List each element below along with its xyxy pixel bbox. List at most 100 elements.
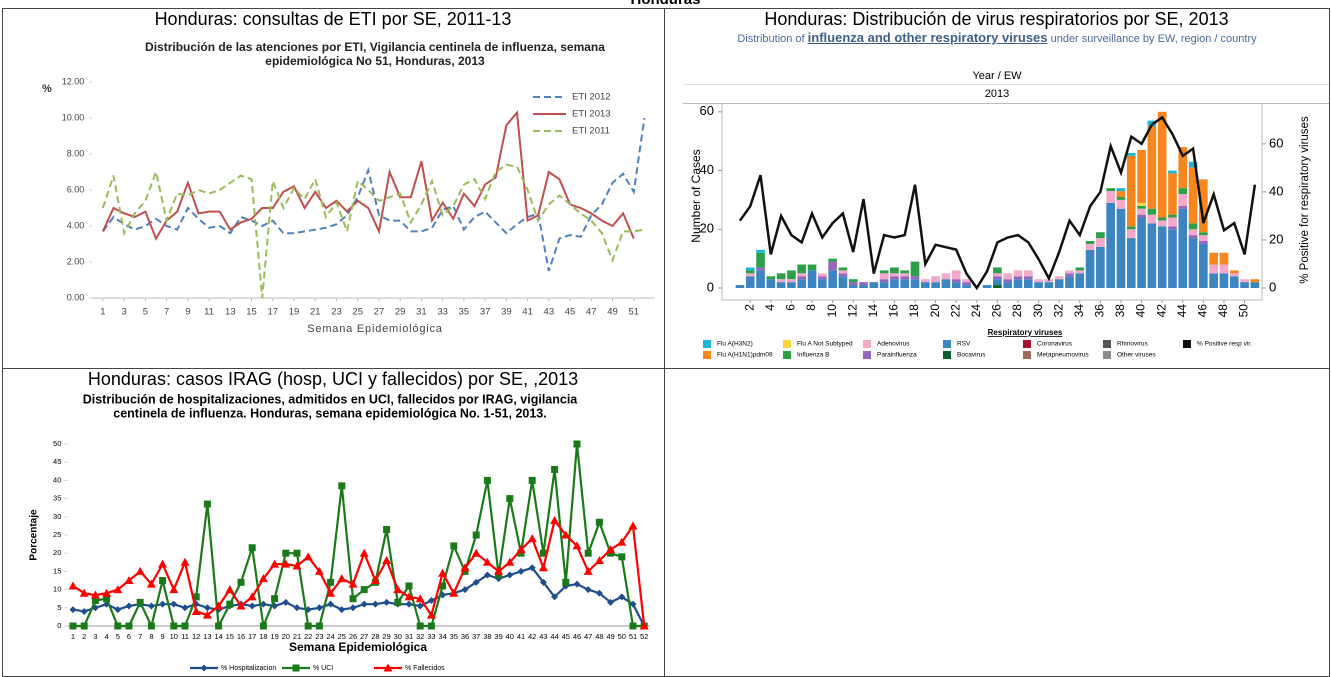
marker [528, 476, 536, 484]
x-tick-label: 14 [866, 304, 880, 318]
y-axis-label: % [42, 83, 52, 95]
bar [941, 273, 951, 280]
bar [797, 279, 807, 288]
bar [951, 282, 961, 288]
legend-label: % Positive resp vir. [1197, 341, 1252, 348]
marker [472, 531, 480, 539]
marker [439, 582, 447, 590]
legend-label: Bocavirus [957, 352, 986, 359]
marker [583, 566, 593, 575]
marker [102, 588, 112, 597]
bar [1054, 276, 1064, 280]
legend-label: Metapneumovirus [1037, 352, 1089, 359]
x-tick-label: 38 [1113, 304, 1127, 318]
bar [910, 261, 920, 277]
chart-title: epidemiológica No 51, Honduras, 2013 [265, 54, 485, 68]
x-tick-label: 8 [804, 304, 818, 311]
bar [745, 270, 755, 274]
x-tick-label: 6 [784, 304, 798, 311]
marker [136, 598, 144, 606]
legend-swatch [863, 340, 871, 348]
x-tick-label: 31 [405, 632, 413, 641]
bar [828, 258, 837, 262]
marker [594, 555, 604, 564]
y-tick-label: 8.00 [67, 148, 85, 158]
bar [890, 267, 899, 274]
marker [114, 606, 122, 614]
x-tick-label: 47 [584, 632, 592, 641]
bar [879, 282, 889, 288]
marker [517, 549, 525, 557]
x-tick-label: 44 [550, 632, 558, 641]
bar [1147, 223, 1157, 288]
bar [1188, 223, 1198, 230]
x-tick-label: 34 [1072, 304, 1086, 318]
bar [1168, 226, 1177, 230]
x-tick-label: 32 [1051, 304, 1065, 318]
bar [1126, 155, 1136, 227]
y-tick-label: 0 [57, 621, 61, 630]
year: 2013 [985, 88, 1009, 100]
marker [248, 602, 256, 610]
x-tick-label: 10 [825, 304, 839, 318]
x-tick-label: 36 [1093, 304, 1107, 318]
marker [483, 571, 491, 579]
x-tick-label: 2 [742, 304, 756, 311]
panel-header: Honduras: casos IRAG (hosp, UCI y fallec… [87, 369, 579, 389]
bar [1126, 229, 1136, 239]
x-tick-label: 42 [1154, 304, 1168, 318]
bar [1199, 179, 1208, 233]
x-tick-label: 28 [1010, 304, 1024, 318]
legend-label: Parainfluenza [877, 352, 917, 359]
marker [159, 577, 167, 584]
bar [756, 249, 765, 253]
marker [304, 622, 312, 630]
marker [573, 440, 581, 448]
x-tick-label: 17 [267, 307, 278, 318]
marker [416, 602, 424, 610]
marker [471, 548, 481, 557]
bar [1157, 217, 1167, 221]
bar [1034, 279, 1043, 283]
bar [1188, 161, 1198, 168]
bar [1085, 249, 1095, 288]
x-tick-label: 49 [607, 307, 618, 318]
bar [910, 276, 920, 280]
marker [393, 585, 403, 594]
marker [551, 465, 559, 473]
x-tick-label: 15 [246, 307, 257, 318]
page-title: Honduras [0, 0, 1331, 8]
bar [993, 267, 1002, 274]
x-axis-label: Semana Epidemiológica [307, 323, 443, 335]
bar [745, 273, 755, 277]
bar [1147, 214, 1157, 224]
marker [79, 588, 89, 597]
bar [1096, 238, 1105, 247]
marker [292, 561, 302, 570]
marker [506, 571, 514, 579]
y-tick-label: 30 [53, 512, 61, 521]
bar [818, 273, 827, 277]
marker [270, 559, 280, 568]
bar [879, 270, 889, 274]
bar [1199, 241, 1208, 244]
marker [461, 567, 469, 575]
x-tick-label: 22 [304, 632, 312, 641]
x-tick-label: 1 [100, 307, 105, 318]
marker [113, 585, 123, 594]
y-tick-label: 6.00 [67, 184, 85, 194]
x-tick-label: 23 [331, 307, 342, 318]
bar [787, 282, 796, 288]
x-tick-label: 32 [416, 632, 424, 641]
legend-title: Respiratory viruses [988, 328, 1063, 337]
legend-swatch [703, 340, 711, 348]
series-line [738, 115, 1257, 291]
marker [181, 622, 189, 630]
marker [607, 549, 615, 557]
marker [539, 578, 547, 586]
marker [236, 601, 246, 610]
marker [258, 574, 268, 583]
marker [606, 545, 616, 554]
y2-axis-label: % Positive for respiratory viruses [1299, 116, 1311, 284]
bar [1137, 217, 1146, 288]
